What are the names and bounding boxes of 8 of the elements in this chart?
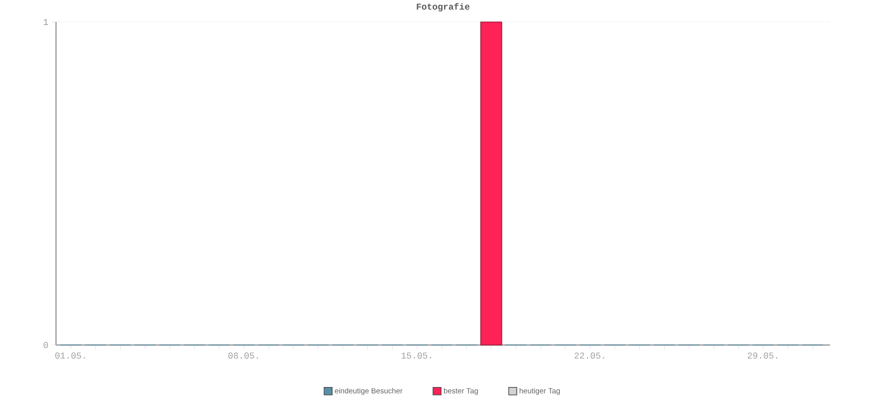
x-tick-label: 15.05. [402, 352, 432, 359]
x-tick-label: 08.05. [228, 352, 258, 359]
x-tick-label: 29.05. [748, 352, 778, 359]
x-tick-label: 01.05. [55, 352, 85, 359]
y-tick-label: 0 [44, 342, 48, 348]
y-tick-label: 1 [44, 19, 48, 25]
chart-title: Fotografie [416, 2, 470, 12]
x-tick-label: 22.05. [574, 352, 604, 359]
